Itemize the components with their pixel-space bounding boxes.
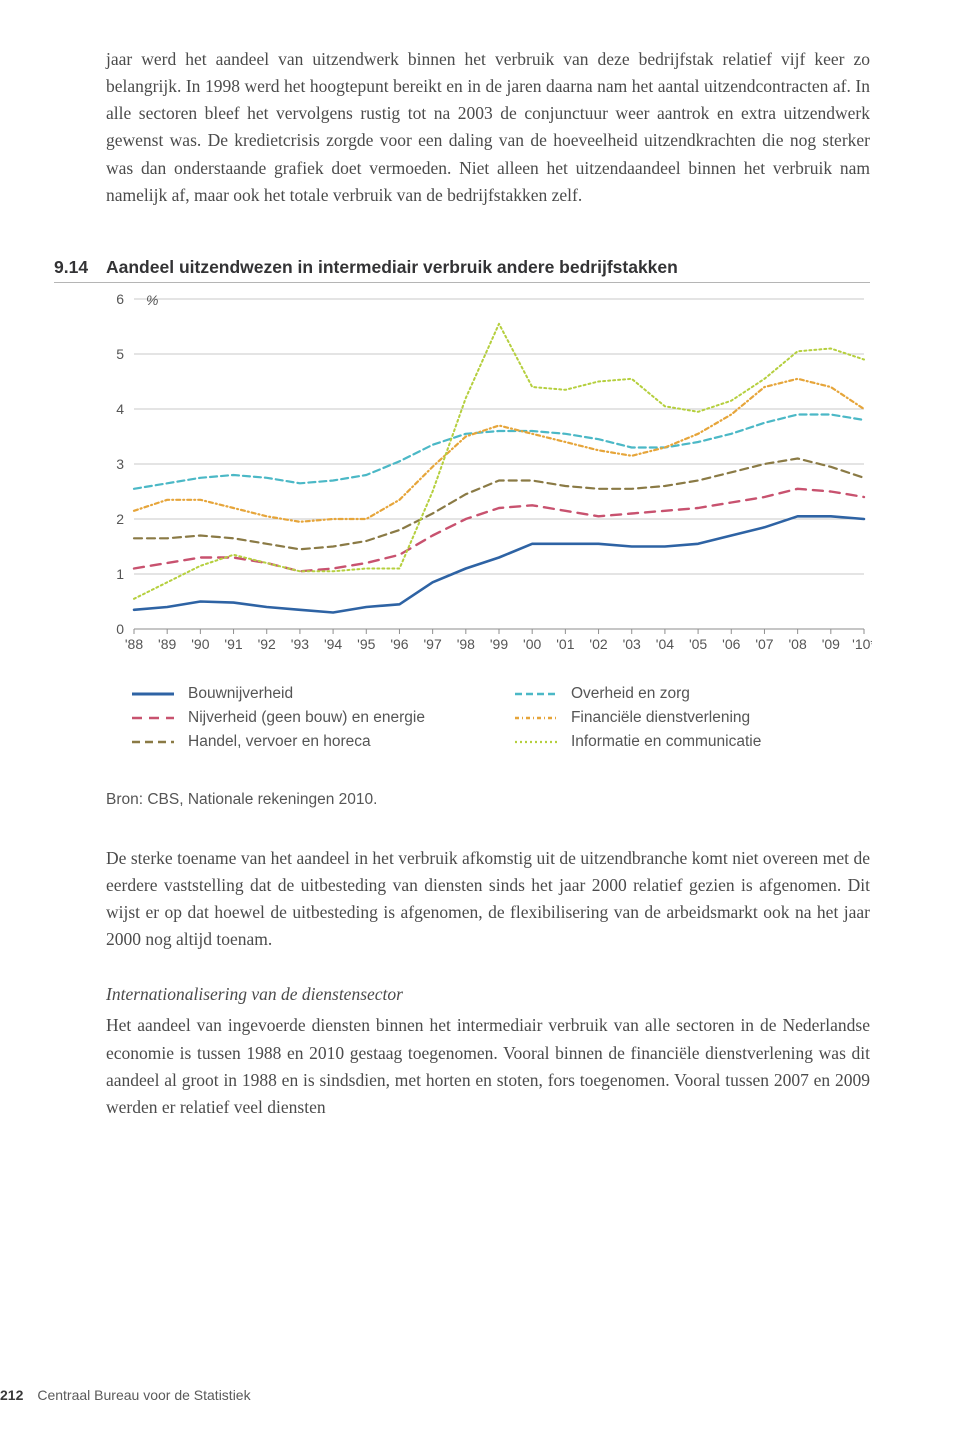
svg-text:'94: '94 — [324, 636, 342, 652]
svg-text:'89: '89 — [158, 636, 176, 652]
legend-swatch — [132, 711, 174, 725]
svg-text:'88: '88 — [125, 636, 143, 652]
svg-text:'90: '90 — [191, 636, 209, 652]
legend-swatch — [132, 687, 174, 701]
svg-text:'04: '04 — [656, 636, 674, 652]
page-footer: 212 Centraal Bureau voor de Statistiek — [0, 1387, 251, 1403]
footer-publisher: Centraal Bureau voor de Statistiek — [37, 1387, 250, 1403]
legend-label: Financiële dienstverlening — [571, 709, 750, 727]
legend-label: Bouwnijverheid — [188, 685, 293, 703]
chart-source: Bron: CBS, Nationale rekeningen 2010. — [106, 791, 870, 809]
svg-text:'98: '98 — [457, 636, 475, 652]
legend-swatch — [515, 735, 557, 749]
chart-legend: Bouwnijverheid Nijverheid (geen bouw) en … — [132, 685, 870, 751]
svg-text:'95: '95 — [357, 636, 375, 652]
svg-text:2: 2 — [116, 511, 124, 527]
legend-item: Informatie en communicatie — [515, 733, 761, 751]
svg-text:'97: '97 — [424, 636, 442, 652]
svg-text:5: 5 — [116, 346, 124, 362]
legend-swatch — [515, 711, 557, 725]
legend-label: Informatie en communicatie — [571, 733, 761, 751]
section-number: 9.14 — [54, 257, 106, 278]
legend-item: Bouwnijverheid — [132, 685, 425, 703]
paragraph-2: De sterke toename van het aandeel in het… — [106, 845, 870, 954]
svg-text:3: 3 — [116, 456, 124, 472]
svg-text:'92: '92 — [258, 636, 276, 652]
legend-item: Financiële dienstverlening — [515, 709, 761, 727]
svg-text:'99: '99 — [490, 636, 508, 652]
legend-item: Nijverheid (geen bouw) en energie — [132, 709, 425, 727]
svg-text:'02: '02 — [589, 636, 607, 652]
section-rule — [54, 282, 870, 283]
paragraph-3: Het aandeel van ingevoerde diensten binn… — [106, 1012, 870, 1121]
svg-text:'06: '06 — [722, 636, 740, 652]
legend-item: Handel, vervoer en horeca — [132, 733, 425, 751]
svg-text:'03: '03 — [623, 636, 641, 652]
svg-text:'08: '08 — [789, 636, 807, 652]
paragraph-1: jaar werd het aandeel van uitzendwerk bi… — [106, 46, 870, 209]
svg-text:'10*: '10* — [852, 636, 872, 652]
legend-swatch — [132, 735, 174, 749]
svg-text:6: 6 — [116, 291, 124, 307]
svg-text:%: % — [146, 292, 158, 308]
svg-text:1: 1 — [116, 566, 124, 582]
svg-text:'05: '05 — [689, 636, 707, 652]
legend-label: Handel, vervoer en horeca — [188, 733, 371, 751]
svg-text:'07: '07 — [755, 636, 773, 652]
legend-item: Overheid en zorg — [515, 685, 761, 703]
svg-text:'01: '01 — [556, 636, 574, 652]
svg-text:'00: '00 — [523, 636, 541, 652]
svg-text:4: 4 — [116, 401, 124, 417]
svg-text:'96: '96 — [390, 636, 408, 652]
svg-text:'93: '93 — [291, 636, 309, 652]
line-chart: 0 1 2 3 4 5 6% '88 '89 '90 '91 '92 '93 '94 '95 '96 '97 '9… — [106, 291, 872, 657]
svg-text:0: 0 — [116, 621, 124, 637]
section-title: Aandeel uitzendwezen in intermediair ver… — [106, 257, 678, 277]
legend-swatch — [515, 687, 557, 701]
svg-text:'09: '09 — [822, 636, 840, 652]
legend-label: Overheid en zorg — [571, 685, 690, 703]
legend-label: Nijverheid (geen bouw) en energie — [188, 709, 425, 727]
svg-text:'91: '91 — [224, 636, 242, 652]
section-heading: 9.14Aandeel uitzendwezen in intermediair… — [106, 257, 870, 283]
page-number: 212 — [0, 1387, 23, 1403]
subheading-italic: Internationalisering van de dienstensect… — [106, 981, 870, 1008]
